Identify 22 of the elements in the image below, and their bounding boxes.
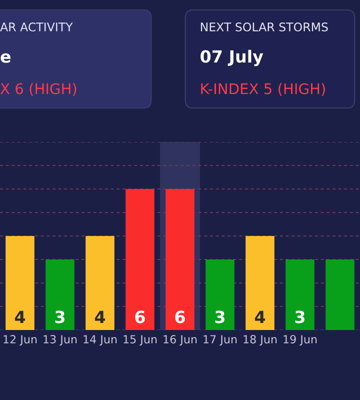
text: X 6 (HIGH) xyxy=(0,82,76,96)
x-tick-label: 19 Jun xyxy=(284,335,317,346)
data-label: 3 xyxy=(55,310,64,324)
x-tick-label: 12 Jun xyxy=(4,335,37,346)
data-label: 4 xyxy=(14,310,26,324)
data-label: 3 xyxy=(295,310,304,324)
text: K-INDEX 5 (HIGH) xyxy=(201,82,325,96)
data-label: 6 xyxy=(135,310,145,324)
text: NEXT SOLAR STORMS xyxy=(200,22,328,32)
data-label: 3 xyxy=(215,310,224,324)
x-tick-label: 13 Jun xyxy=(44,335,77,346)
x-tick-label: 14 Jun xyxy=(84,335,117,346)
text: AR ACTIVITY xyxy=(0,22,73,32)
data-label: 4 xyxy=(94,310,106,324)
x-tick-label: 18 Jun xyxy=(244,335,277,346)
data-label: 4 xyxy=(254,310,266,324)
data-label: 6 xyxy=(175,310,185,324)
x-tick-label: 15 Jun xyxy=(124,335,157,346)
x-tick-label: 17 Jun xyxy=(204,335,237,346)
text: e xyxy=(0,53,10,63)
x-tick-label: 16 Jun xyxy=(164,335,197,346)
text: 07 July xyxy=(200,50,264,66)
